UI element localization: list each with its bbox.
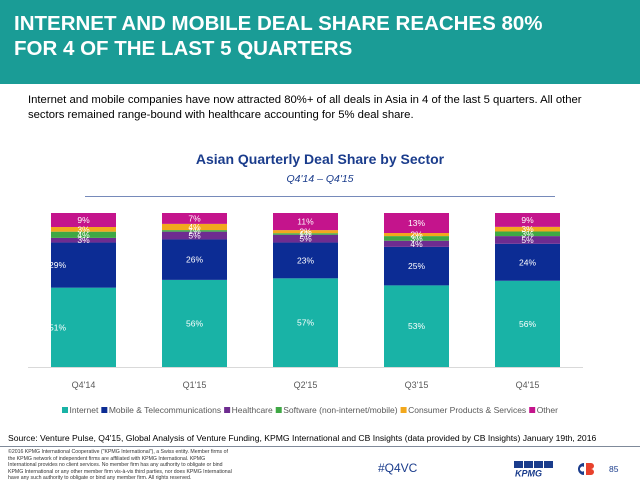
- svg-text:KPMG: KPMG: [515, 469, 542, 478]
- data-label: 3%: [77, 235, 90, 245]
- bar-segment: [384, 246, 449, 286]
- data-label: 56%: [519, 319, 536, 329]
- page-title: INTERNET AND MOBILE DEAL SHARE REACHES 8…: [14, 11, 624, 61]
- bar-segment: [495, 231, 560, 237]
- data-label: 9%: [77, 215, 90, 225]
- data-label: 1%: [299, 229, 312, 239]
- data-label: 1%: [188, 226, 201, 236]
- bar-segment: [51, 213, 116, 227]
- bar-segment: [273, 242, 338, 279]
- data-label: 3%: [521, 224, 534, 234]
- page-title-line-2: FOR 4 OF THE LAST 5 QUARTERS: [14, 37, 353, 60]
- data-label: 3%: [521, 229, 534, 239]
- data-label: 24%: [519, 257, 536, 267]
- data-label: 3%: [77, 224, 90, 234]
- data-label: 53%: [408, 321, 425, 331]
- data-label: 9%: [521, 215, 534, 225]
- bar-segment: [495, 236, 560, 244]
- bar-segment: [162, 231, 227, 240]
- bar-segment: [273, 234, 338, 243]
- cb-insights-logo: [578, 463, 594, 475]
- data-label: 26%: [186, 255, 203, 265]
- data-label: 13%: [408, 218, 425, 228]
- legend-swatch: [101, 407, 108, 413]
- bar-segment: [162, 279, 227, 367]
- legal-disclaimer: ©2016 KPMG International Cooperative ("K…: [8, 449, 232, 482]
- data-label: 51%: [49, 322, 66, 332]
- page-number: 85: [609, 464, 619, 474]
- data-label: 2%: [299, 227, 312, 237]
- title-banner: INTERNET AND MOBILE DEAL SHARE REACHES 8…: [0, 0, 640, 84]
- data-label: 11%: [297, 217, 314, 227]
- data-label: 4%: [410, 239, 423, 249]
- bar-segment: [162, 230, 227, 232]
- hashtag: #Q4VC: [378, 461, 418, 475]
- legend-label: Software (non-internet/mobile): [283, 405, 398, 415]
- bar-segment: [51, 287, 116, 367]
- legend-swatch: [224, 407, 231, 413]
- x-tick-label: Q3'15: [405, 380, 429, 390]
- data-label: 57%: [297, 318, 314, 328]
- bar-segment: [384, 233, 449, 237]
- data-label: 5%: [299, 234, 312, 244]
- bar-segment: [384, 236, 449, 241]
- x-axis: Q4'14 Q1'15 Q2'15 Q3'15 Q4'15: [28, 367, 583, 390]
- bar-segment: [273, 278, 338, 367]
- legend-label: Other: [537, 405, 558, 415]
- plot-area: 51%29%3%4%3%9%56%26%5%1%4%7%57%23%5%1%2%…: [49, 213, 560, 367]
- bar-segment: [162, 239, 227, 280]
- bar-segment: [51, 242, 116, 288]
- bar-segment: [384, 240, 449, 247]
- data-label: 25%: [408, 261, 425, 271]
- title-divider: [85, 196, 555, 197]
- data-label: 56%: [186, 318, 203, 328]
- data-label: 5%: [188, 231, 201, 241]
- data-label: 3%: [410, 233, 423, 243]
- bar-segment: [162, 213, 227, 224]
- stacked-bar-chart: 51%29%3%4%3%9%56%26%5%1%4%7%57%23%5%1%2%…: [28, 213, 583, 415]
- bar-segment: [384, 213, 449, 234]
- bar-segment: [273, 230, 338, 234]
- x-tick-label: Q4'14: [72, 380, 96, 390]
- intro-text: Internet and mobile companies have now a…: [28, 94, 582, 121]
- legend-swatch: [400, 407, 407, 413]
- bar-segment: [384, 285, 449, 367]
- bar-segment: [495, 280, 560, 367]
- data-label: 4%: [77, 230, 90, 240]
- bar-segment: [273, 213, 338, 231]
- footer-divider: [0, 446, 640, 447]
- bar-segment: [162, 223, 227, 231]
- bar-segment: [495, 226, 560, 232]
- legend-swatch: [275, 407, 282, 413]
- data-label: 23%: [297, 255, 314, 265]
- x-tick-label: Q4'15: [516, 380, 540, 390]
- data-label: 7%: [188, 213, 201, 223]
- legend-label: Consumer Products & Services: [408, 405, 526, 415]
- chart-subtitle: Q4'14 – Q4'15: [286, 173, 354, 185]
- source-note: Source: Venture Pulse, Q4'15, Global Ana…: [8, 433, 597, 443]
- data-label: 4%: [188, 222, 201, 232]
- x-tick-label: Q2'15: [294, 380, 318, 390]
- legend-swatch: [62, 407, 68, 413]
- legend-swatch: [529, 407, 536, 413]
- page-title-line-1: INTERNET AND MOBILE DEAL SHARE REACHES 8…: [14, 12, 543, 35]
- bar-segment: [495, 243, 560, 281]
- bar-segment: [273, 233, 338, 235]
- data-label: 29%: [49, 260, 66, 270]
- x-tick-label: Q1'15: [183, 380, 207, 390]
- legend-label: Healthcare: [232, 405, 273, 415]
- chart-title: Asian Quarterly Deal Share by Sector: [195, 151, 445, 167]
- bar-segment: [51, 231, 116, 238]
- legend-label: Mobile & Telecommunications: [109, 405, 221, 415]
- bar-segment: [51, 237, 116, 243]
- kpmg-logo: KPMG: [514, 461, 553, 478]
- bar-segment: [495, 213, 560, 227]
- data-label: 2%: [410, 230, 423, 240]
- bar-segment: [51, 227, 116, 232]
- legend-label: Internet: [70, 405, 99, 415]
- legend: Internet Mobile & Telecommunications Healt…: [62, 405, 558, 415]
- data-label: 5%: [521, 235, 534, 245]
